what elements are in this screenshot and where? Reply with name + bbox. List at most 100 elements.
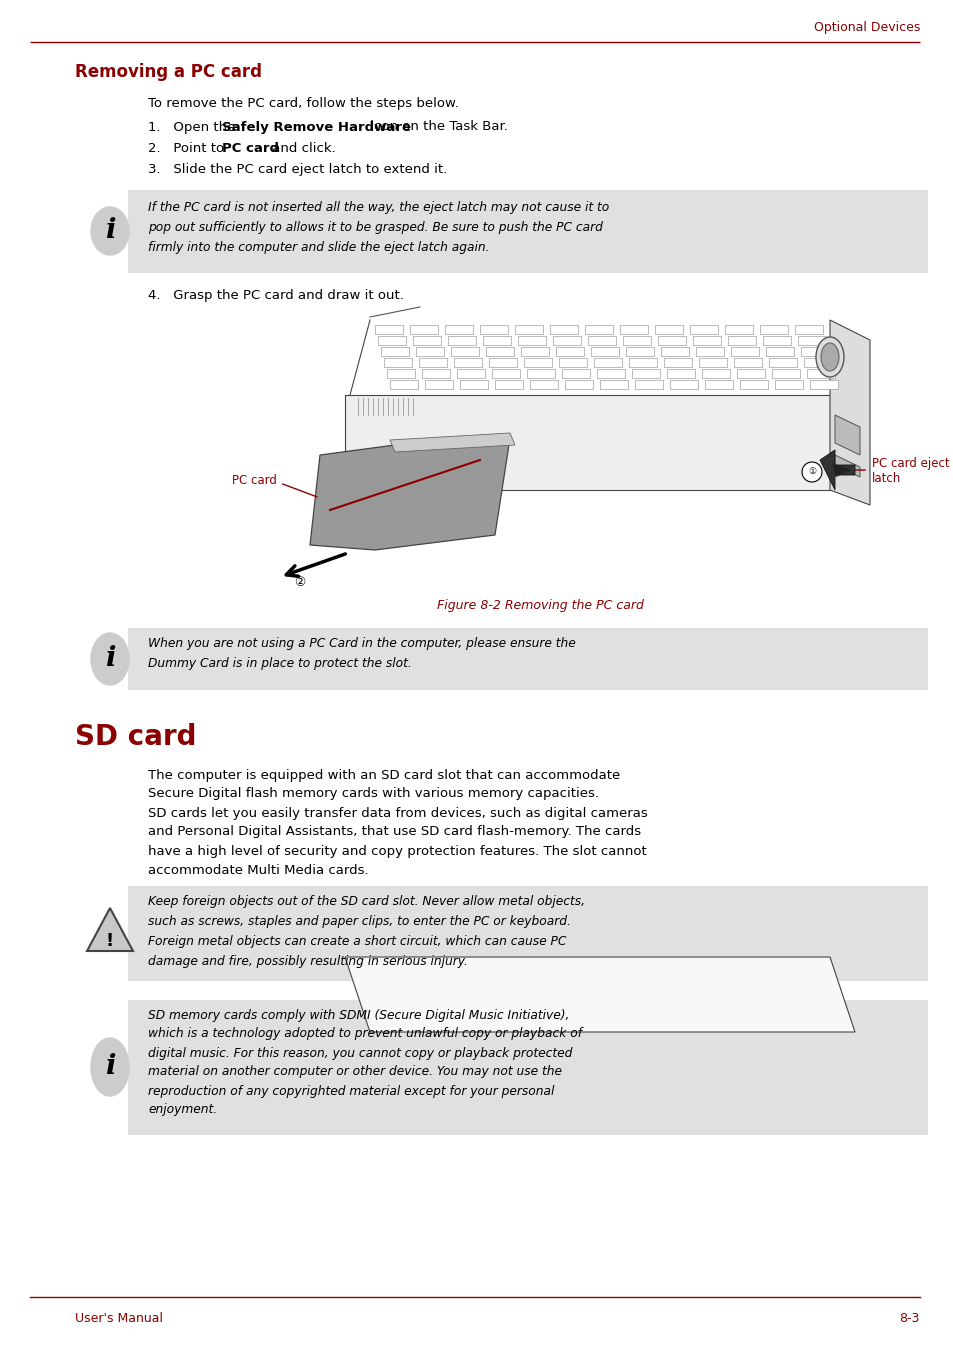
Text: The computer is equipped with an SD card slot that can accommodate: The computer is equipped with an SD card… xyxy=(148,768,619,781)
Ellipse shape xyxy=(91,633,129,685)
Polygon shape xyxy=(760,324,787,334)
Polygon shape xyxy=(658,337,685,345)
FancyBboxPatch shape xyxy=(128,886,927,982)
Ellipse shape xyxy=(815,337,843,377)
Polygon shape xyxy=(456,369,484,379)
Text: Optional Devices: Optional Devices xyxy=(813,22,919,35)
Polygon shape xyxy=(444,324,473,334)
Polygon shape xyxy=(587,337,616,345)
Text: Dummy Card is in place to protect the slot.: Dummy Card is in place to protect the sl… xyxy=(148,657,412,669)
Text: SD card: SD card xyxy=(75,723,196,750)
Polygon shape xyxy=(801,347,828,356)
Polygon shape xyxy=(523,358,552,366)
Polygon shape xyxy=(834,456,859,477)
Polygon shape xyxy=(489,358,517,366)
Polygon shape xyxy=(625,347,654,356)
Text: 2.   Point to: 2. Point to xyxy=(148,142,228,154)
Polygon shape xyxy=(740,380,767,389)
Polygon shape xyxy=(666,369,695,379)
Text: enjoyment.: enjoyment. xyxy=(148,1103,217,1117)
Polygon shape xyxy=(704,380,732,389)
Polygon shape xyxy=(689,324,718,334)
Polygon shape xyxy=(590,347,618,356)
Polygon shape xyxy=(696,347,723,356)
Polygon shape xyxy=(410,324,437,334)
Text: material on another computer or other device. You may not use the: material on another computer or other de… xyxy=(148,1065,561,1079)
Polygon shape xyxy=(774,380,802,389)
Polygon shape xyxy=(390,433,515,452)
Polygon shape xyxy=(737,369,764,379)
Polygon shape xyxy=(803,358,831,366)
Ellipse shape xyxy=(91,207,129,256)
Polygon shape xyxy=(550,324,578,334)
Polygon shape xyxy=(622,337,650,345)
Polygon shape xyxy=(730,347,759,356)
Text: Figure 8-2 Removing the PC card: Figure 8-2 Removing the PC card xyxy=(436,599,642,611)
Polygon shape xyxy=(495,380,522,389)
Text: Keep foreign objects out of the SD card slot. Never allow metal objects,: Keep foreign objects out of the SD card … xyxy=(148,895,584,909)
Polygon shape xyxy=(834,415,859,456)
Polygon shape xyxy=(384,358,412,366)
Polygon shape xyxy=(413,337,440,345)
Polygon shape xyxy=(387,369,415,379)
Polygon shape xyxy=(561,369,589,379)
Polygon shape xyxy=(797,337,825,345)
Polygon shape xyxy=(553,337,580,345)
Circle shape xyxy=(801,462,821,483)
Text: SD memory cards comply with SDMI (Secure Digital Music Initiative),: SD memory cards comply with SDMI (Secure… xyxy=(148,1009,569,1022)
Polygon shape xyxy=(599,380,627,389)
Polygon shape xyxy=(669,380,698,389)
Text: accommodate Multi Media cards.: accommodate Multi Media cards. xyxy=(148,864,368,876)
Text: !: ! xyxy=(106,932,114,950)
Polygon shape xyxy=(831,462,851,477)
Polygon shape xyxy=(762,337,790,345)
Text: If the PC card is not inserted all the way, the eject latch may not cause it to: If the PC card is not inserted all the w… xyxy=(148,200,609,214)
Polygon shape xyxy=(692,337,720,345)
Text: 3.   Slide the PC card eject latch to extend it.: 3. Slide the PC card eject latch to exte… xyxy=(148,162,447,176)
Polygon shape xyxy=(701,369,729,379)
Polygon shape xyxy=(418,358,447,366)
Polygon shape xyxy=(530,380,558,389)
Text: 8-3: 8-3 xyxy=(899,1313,919,1325)
Polygon shape xyxy=(660,347,688,356)
Polygon shape xyxy=(424,380,453,389)
Polygon shape xyxy=(631,369,659,379)
Text: Removing a PC card: Removing a PC card xyxy=(75,64,262,81)
Polygon shape xyxy=(515,324,542,334)
Polygon shape xyxy=(517,337,545,345)
Text: and click.: and click. xyxy=(268,142,335,154)
Polygon shape xyxy=(377,337,406,345)
Text: ②: ② xyxy=(294,576,305,589)
Polygon shape xyxy=(492,369,519,379)
Polygon shape xyxy=(794,324,822,334)
Polygon shape xyxy=(724,324,752,334)
Text: i: i xyxy=(105,218,115,245)
Polygon shape xyxy=(380,347,409,356)
Text: such as screws, staples and paper clips, to enter the PC or keyboard.: such as screws, staples and paper clips,… xyxy=(148,915,570,929)
Text: icon on the Task Bar.: icon on the Task Bar. xyxy=(366,120,507,134)
Polygon shape xyxy=(619,324,647,334)
FancyBboxPatch shape xyxy=(128,1000,927,1134)
Ellipse shape xyxy=(91,1038,129,1096)
Polygon shape xyxy=(628,358,657,366)
Polygon shape xyxy=(727,337,755,345)
Polygon shape xyxy=(699,358,726,366)
Text: damage and fire, possibly resulting in serious injury.: damage and fire, possibly resulting in s… xyxy=(148,956,467,968)
Text: have a high level of security and copy protection features. The slot cannot: have a high level of security and copy p… xyxy=(148,845,646,857)
Text: User's Manual: User's Manual xyxy=(75,1313,163,1325)
Text: pop out sufficiently to allows it to be grasped. Be sure to push the PC card: pop out sufficiently to allows it to be … xyxy=(148,220,602,234)
Text: latch: latch xyxy=(871,472,901,484)
Polygon shape xyxy=(806,369,834,379)
Text: ①: ① xyxy=(807,468,815,476)
Polygon shape xyxy=(556,347,583,356)
Text: PC card: PC card xyxy=(232,473,276,487)
Polygon shape xyxy=(655,324,682,334)
Polygon shape xyxy=(479,324,507,334)
Polygon shape xyxy=(520,347,548,356)
Polygon shape xyxy=(451,347,478,356)
Polygon shape xyxy=(485,347,514,356)
Polygon shape xyxy=(482,337,511,345)
Polygon shape xyxy=(733,358,761,366)
Polygon shape xyxy=(663,358,691,366)
Polygon shape xyxy=(416,347,443,356)
